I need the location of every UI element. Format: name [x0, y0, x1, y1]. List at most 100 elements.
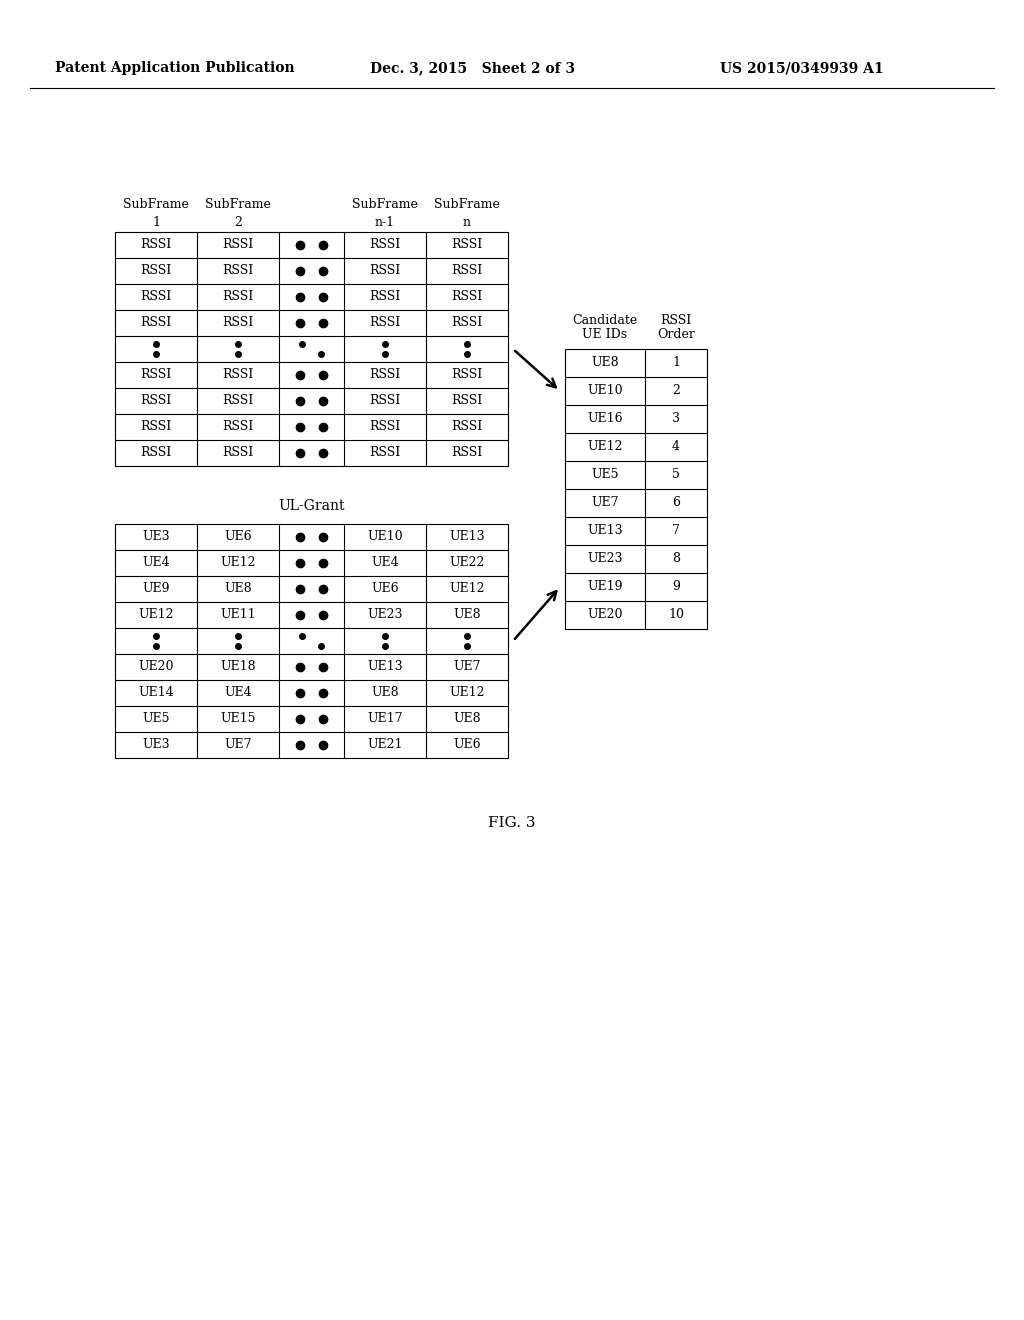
Text: Candidate: Candidate [572, 314, 638, 327]
Bar [565, 348, 707, 630]
Text: RSSI: RSSI [452, 239, 482, 252]
Text: UE22: UE22 [450, 557, 484, 569]
Text: UE23: UE23 [368, 609, 402, 622]
Text: 3: 3 [672, 412, 680, 425]
Text: UE14: UE14 [138, 686, 174, 700]
Text: RSSI: RSSI [370, 395, 400, 408]
Text: UE12: UE12 [138, 609, 174, 622]
Text: UE5: UE5 [142, 713, 170, 726]
Text: RSSI: RSSI [452, 446, 482, 459]
Text: UE4: UE4 [142, 557, 170, 569]
Text: UE8: UE8 [591, 356, 618, 370]
Text: UE12: UE12 [450, 686, 484, 700]
Text: RSSI: RSSI [370, 290, 400, 304]
Text: UE IDs: UE IDs [583, 329, 628, 342]
Text: 1: 1 [152, 215, 160, 228]
Text: 7: 7 [672, 524, 680, 537]
Text: UE8: UE8 [454, 609, 481, 622]
Bar [115, 232, 508, 466]
Text: RSSI: RSSI [370, 317, 400, 330]
Text: RSSI: RSSI [452, 421, 482, 433]
Text: RSSI: RSSI [370, 239, 400, 252]
Text: 5: 5 [672, 469, 680, 482]
Text: RSSI: RSSI [452, 317, 482, 330]
Text: UE13: UE13 [587, 524, 623, 537]
Text: UE8: UE8 [454, 713, 481, 726]
Text: UE10: UE10 [587, 384, 623, 397]
Text: RSSI: RSSI [140, 317, 172, 330]
Text: UE21: UE21 [368, 738, 402, 751]
Text: UE13: UE13 [368, 660, 402, 673]
Text: Patent Application Publication: Patent Application Publication [55, 61, 295, 75]
Text: Dec. 3, 2015   Sheet 2 of 3: Dec. 3, 2015 Sheet 2 of 3 [370, 61, 575, 75]
Text: RSSI: RSSI [370, 421, 400, 433]
Text: RSSI: RSSI [452, 290, 482, 304]
Text: UE8: UE8 [224, 582, 252, 595]
Text: UE17: UE17 [368, 713, 402, 726]
Text: UE7: UE7 [591, 496, 618, 510]
Text: UE6: UE6 [371, 582, 398, 595]
Text: 10: 10 [668, 609, 684, 622]
Text: RSSI: RSSI [140, 446, 172, 459]
Text: UE20: UE20 [587, 609, 623, 622]
Text: RSSI: RSSI [222, 446, 254, 459]
Text: RSSI: RSSI [370, 368, 400, 381]
Text: RSSI: RSSI [452, 395, 482, 408]
Text: SubFrame: SubFrame [123, 198, 189, 211]
Text: RSSI: RSSI [222, 290, 254, 304]
Text: RSSI: RSSI [370, 446, 400, 459]
Text: 9: 9 [672, 581, 680, 594]
Text: UE4: UE4 [224, 686, 252, 700]
Text: UE9: UE9 [142, 582, 170, 595]
Text: 2: 2 [234, 215, 242, 228]
Text: UE3: UE3 [142, 738, 170, 751]
Text: RSSI: RSSI [140, 264, 172, 277]
Text: n-1: n-1 [375, 215, 395, 228]
Text: UE15: UE15 [220, 713, 256, 726]
Text: UE11: UE11 [220, 609, 256, 622]
Text: RSSI: RSSI [370, 264, 400, 277]
Text: UE13: UE13 [450, 531, 484, 544]
Text: RSSI: RSSI [222, 317, 254, 330]
Text: 6: 6 [672, 496, 680, 510]
Text: RSSI: RSSI [452, 368, 482, 381]
Bar [115, 524, 508, 758]
Text: UE6: UE6 [454, 738, 481, 751]
Text: RSSI: RSSI [140, 395, 172, 408]
Text: UE18: UE18 [220, 660, 256, 673]
Text: UE5: UE5 [591, 469, 618, 482]
Text: SubFrame: SubFrame [205, 198, 271, 211]
Text: UE4: UE4 [371, 557, 398, 569]
Text: UE8: UE8 [371, 686, 398, 700]
Text: RSSI: RSSI [222, 395, 254, 408]
Text: UE19: UE19 [587, 581, 623, 594]
Text: n: n [463, 215, 471, 228]
Text: SubFrame: SubFrame [352, 198, 418, 211]
Text: UE7: UE7 [224, 738, 252, 751]
Text: UL-Grant: UL-Grant [279, 499, 345, 513]
Text: RSSI: RSSI [452, 264, 482, 277]
Text: UE12: UE12 [587, 441, 623, 454]
Text: UE20: UE20 [138, 660, 174, 673]
Text: UE23: UE23 [587, 553, 623, 565]
Text: SubFrame: SubFrame [434, 198, 500, 211]
Text: RSSI: RSSI [222, 239, 254, 252]
Text: RSSI: RSSI [140, 421, 172, 433]
Text: UE16: UE16 [587, 412, 623, 425]
Text: 8: 8 [672, 553, 680, 565]
Text: UE12: UE12 [450, 582, 484, 595]
Text: UE6: UE6 [224, 531, 252, 544]
Text: US 2015/0349939 A1: US 2015/0349939 A1 [720, 61, 884, 75]
Text: RSSI: RSSI [140, 368, 172, 381]
Text: UE12: UE12 [220, 557, 256, 569]
Text: 2: 2 [672, 384, 680, 397]
Text: UE10: UE10 [368, 531, 402, 544]
Text: UE7: UE7 [454, 660, 480, 673]
Text: Order: Order [657, 329, 695, 342]
Text: RSSI: RSSI [222, 421, 254, 433]
Text: RSSI: RSSI [222, 264, 254, 277]
Text: 4: 4 [672, 441, 680, 454]
Text: UE3: UE3 [142, 531, 170, 544]
Text: RSSI: RSSI [140, 239, 172, 252]
Text: RSSI: RSSI [222, 368, 254, 381]
